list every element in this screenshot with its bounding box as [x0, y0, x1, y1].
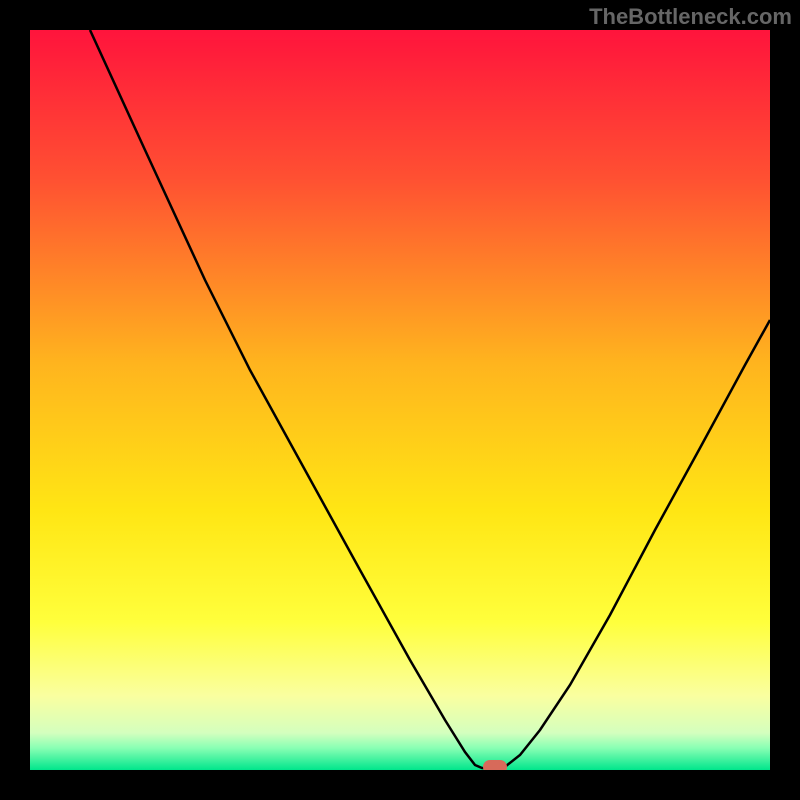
plot-area	[30, 30, 770, 770]
watermark-text: TheBottleneck.com	[589, 4, 792, 30]
chart-container: { "watermark": { "text": "TheBottleneck.…	[0, 0, 800, 800]
curve-path	[90, 30, 770, 768]
optimal-marker	[483, 760, 507, 770]
bottleneck-curve	[30, 30, 770, 770]
